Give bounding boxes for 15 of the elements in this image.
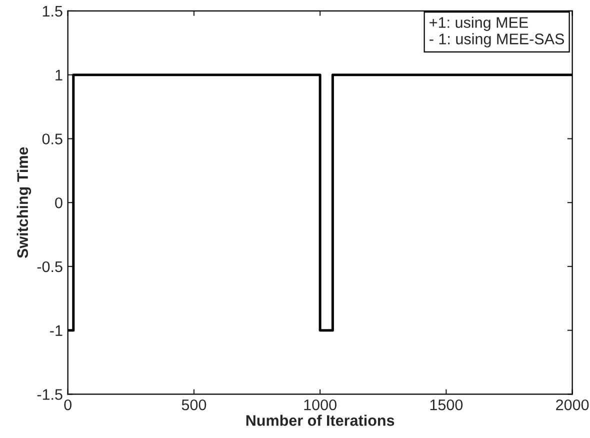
x-tick-label: 1500 bbox=[430, 399, 463, 410]
y-tick-label: 1.5 bbox=[42, 6, 62, 17]
y-axis-title: Switching Time bbox=[16, 147, 32, 258]
y-tick-label: 0 bbox=[55, 197, 62, 208]
annotation: +1: using MEE - 1: using MEE-SAS bbox=[430, 16, 564, 48]
y-tick-label: 0.5 bbox=[42, 134, 62, 144]
x-axis-title: Number of Iterations bbox=[246, 414, 394, 426]
x-tick-label: 1000 bbox=[304, 399, 336, 410]
x-tick-label: 0 bbox=[64, 399, 72, 410]
x-tick-label: 2000 bbox=[556, 399, 589, 410]
x-tick-label: 500 bbox=[182, 399, 206, 410]
y-tick-label: -1 bbox=[50, 325, 62, 336]
y-tick-label: -0.5 bbox=[37, 261, 62, 272]
y-tick-label: -1.5 bbox=[37, 389, 62, 400]
y-tick-label: 1 bbox=[56, 70, 62, 80]
